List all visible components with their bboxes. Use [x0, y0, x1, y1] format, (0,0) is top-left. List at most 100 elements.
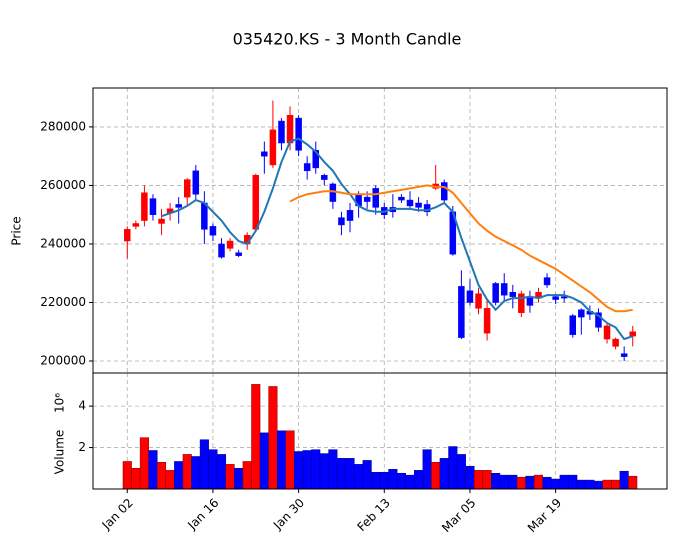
y-axis-label: Price	[10, 216, 24, 245]
volume-bar	[491, 473, 501, 490]
y-tick-label: 220000	[40, 295, 86, 309]
candle-body	[192, 170, 200, 195]
candle-body	[209, 226, 217, 236]
moving-average-line	[289, 184, 633, 313]
y-tick-label: 200000	[40, 354, 86, 368]
volume-bar	[208, 449, 218, 490]
candle-body	[492, 283, 499, 303]
volume-bar	[559, 474, 569, 490]
candle-body	[466, 290, 474, 303]
candle-body	[124, 229, 131, 242]
volume-bar	[499, 474, 509, 490]
volume-bar	[371, 471, 381, 490]
volume-bar	[568, 474, 578, 490]
candle-body	[141, 192, 148, 221]
candle-body	[543, 277, 551, 286]
candle-body	[595, 312, 602, 328]
volume-bar	[268, 386, 278, 490]
candle-body	[415, 202, 422, 208]
volume-bar	[354, 464, 364, 490]
candle-body	[518, 293, 525, 313]
volume-bar	[139, 437, 149, 490]
candle-body	[363, 196, 371, 202]
volume-bar	[165, 470, 175, 490]
volume-bar	[465, 465, 475, 490]
volume-bar	[628, 475, 638, 490]
volume-bar	[225, 464, 235, 490]
volume-frame	[92, 372, 668, 490]
moving-average-line	[161, 137, 634, 341]
volume-bar	[619, 470, 629, 490]
volume-bar	[473, 470, 484, 490]
volume-bar	[602, 479, 612, 490]
volume-bar	[311, 449, 321, 490]
volume-bar	[542, 476, 552, 490]
volume-bar	[362, 460, 372, 490]
candle-body	[295, 117, 302, 151]
candle-body	[278, 120, 285, 144]
candle-body	[560, 296, 568, 299]
volume-bar	[302, 450, 312, 490]
volume-bar	[439, 458, 449, 490]
candle-body	[329, 183, 337, 202]
candle-body	[423, 204, 431, 213]
volume-bar	[259, 432, 269, 490]
candle-body	[629, 331, 636, 337]
candle-body	[286, 114, 294, 144]
volume-bar	[379, 471, 389, 490]
candle-body	[183, 179, 191, 198]
chart-title: 035420.KS - 3 Month Candle	[233, 30, 462, 49]
x-tick-label: Jan 30	[270, 496, 307, 533]
y-tick-label: 4	[78, 399, 86, 413]
volume-bar	[533, 474, 544, 490]
candle-body	[398, 196, 405, 201]
x-tick-label: Feb 13	[354, 496, 392, 534]
candle-body	[483, 308, 491, 334]
candle-body	[201, 202, 208, 230]
x-tick-label: Jan 02	[99, 496, 136, 533]
candle-body	[235, 252, 242, 256]
y-tick-label: 260000	[40, 178, 86, 192]
volume-bar	[276, 430, 287, 490]
volume-bar	[448, 446, 458, 490]
candle-body	[441, 182, 448, 201]
volume-bar	[122, 461, 132, 490]
x-tick-label: Jan 16	[184, 496, 221, 533]
volume-bar	[585, 479, 595, 490]
candle-body	[620, 353, 628, 357]
candle-body	[158, 218, 165, 224]
candle-body	[338, 217, 345, 226]
x-tick-label: Mar 19	[525, 496, 564, 535]
volume-bar	[396, 473, 406, 490]
y-tick-label: 240000	[40, 236, 86, 250]
candle-body	[372, 188, 379, 208]
volume-bar	[242, 461, 252, 490]
candle-body	[509, 291, 517, 297]
volume-bar	[131, 468, 141, 490]
volume-bar	[525, 475, 535, 490]
candle-body	[303, 163, 311, 172]
candle-body	[218, 243, 225, 258]
volume-bar	[388, 469, 398, 490]
y-tick-label: 280000	[40, 119, 86, 133]
volume-bar	[191, 456, 201, 490]
candle-body	[406, 199, 414, 207]
volume-bar	[345, 458, 355, 490]
candle-body	[346, 210, 354, 221]
volume-bar	[216, 454, 227, 490]
candle-body	[269, 129, 277, 166]
candle-body	[261, 151, 268, 157]
x-tick-label: Mar 05	[439, 496, 478, 535]
volume-bar	[414, 470, 424, 490]
candle-body	[458, 286, 465, 338]
volume-bar	[199, 439, 209, 490]
volume-bar	[157, 462, 167, 490]
volume-bar	[336, 458, 346, 490]
volume-bar	[611, 479, 621, 490]
volume-bar	[234, 468, 244, 490]
candle-body	[149, 198, 157, 215]
candle-body	[175, 204, 182, 208]
volume-bar	[576, 479, 586, 490]
volume-bar	[405, 474, 415, 490]
